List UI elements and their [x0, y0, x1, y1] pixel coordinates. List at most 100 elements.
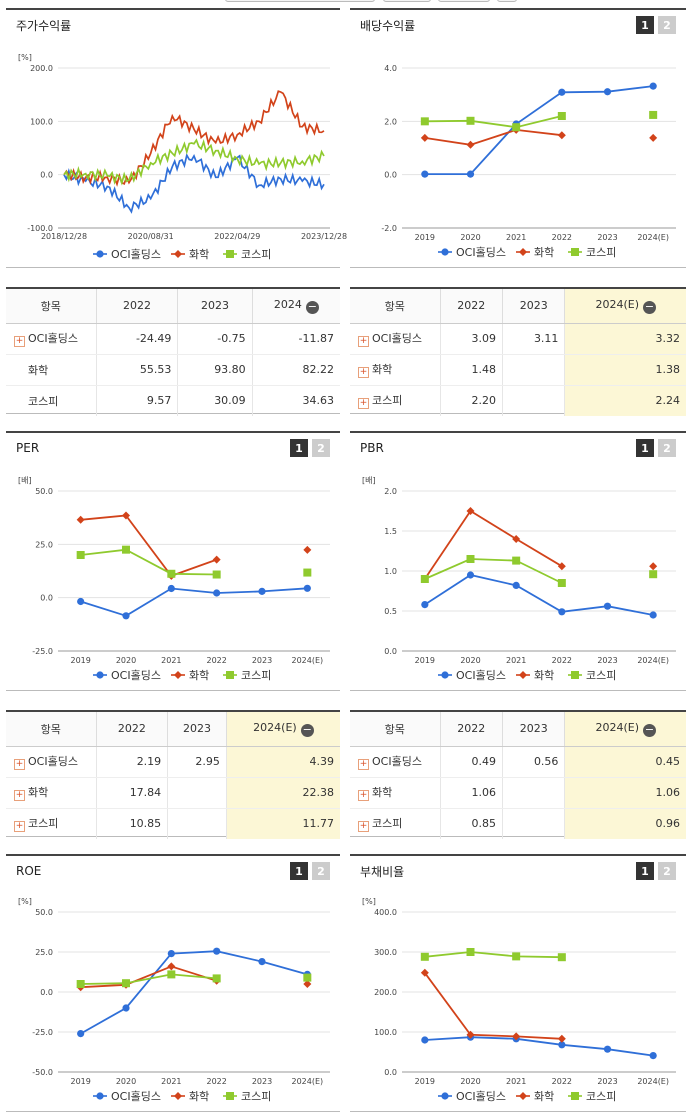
expand-icon[interactable]: + [14, 336, 25, 347]
data-point [557, 112, 566, 120]
series-line [424, 1036, 654, 1057]
expand-icon[interactable]: + [358, 367, 369, 378]
x-tick-label: 2019 [415, 233, 435, 242]
y-tick-label: 0.0 [40, 171, 53, 180]
stock-return-table: 항목 2022 2023 2024− + OCI홀딩스 -24.49 -0.75 -11.87 화… [6, 287, 340, 416]
x-tick-label: 2022 [552, 656, 572, 665]
data-point [649, 611, 657, 619]
data-point [174, 671, 182, 679]
tab-2[interactable]: 2 [312, 862, 330, 880]
y-tick-label: 0.0 [384, 1068, 397, 1077]
expand-icon[interactable]: + [358, 398, 369, 410]
unit-label: [배] [362, 476, 376, 485]
data-point [226, 1092, 234, 1100]
y-tick-label: 100.0 [374, 1028, 397, 1037]
table-header: 2023 [177, 289, 253, 324]
tab-2[interactable]: 2 [312, 439, 330, 457]
data-point [122, 612, 130, 620]
debt-chart: [%] 400.0 300.0 200.0 100.0 0.0 2019 2020 2021 20… [362, 897, 676, 1103]
top-control[interactable] [438, 0, 490, 2]
table-cell [501, 385, 565, 416]
y-tick-label: 300.0 [374, 948, 397, 957]
table-cell [501, 777, 565, 809]
expand-icon[interactable]: + [14, 790, 25, 801]
tab-1[interactable]: 1 [636, 439, 654, 457]
tab-1[interactable]: 1 [636, 862, 654, 880]
expand-icon[interactable]: + [358, 821, 369, 833]
legend-label: OCI홀딩스 [111, 1090, 161, 1103]
tab-2[interactable]: 2 [658, 439, 676, 457]
row-label[interactable]: + 화학 [350, 777, 440, 809]
row-label[interactable]: + 코스피 [14, 817, 59, 833]
expand-icon[interactable]: + [358, 336, 369, 347]
data-point [649, 133, 658, 142]
y-tick-label: 25.0 [35, 948, 53, 957]
data-point [167, 962, 176, 971]
y-tick-label: 0.0 [384, 647, 397, 656]
unit-label: [%] [362, 897, 376, 906]
legend-label: OCI홀딩스 [111, 669, 161, 682]
data-point [420, 117, 429, 126]
collapse-icon[interactable]: − [642, 722, 656, 737]
data-point [649, 82, 657, 90]
panel-title: 배당수익률 [360, 18, 416, 33]
tab-2[interactable]: 2 [658, 862, 676, 880]
row-label[interactable]: + 코스피 [358, 394, 403, 410]
series-line [80, 548, 217, 576]
x-tick-label: 2023/12/28 [301, 232, 347, 241]
data-point [603, 602, 612, 610]
table-cell: 0.96 [564, 808, 686, 839]
y-tick-label: 400.0 [374, 908, 397, 917]
table-header: 2024− [251, 289, 340, 324]
expand-icon[interactable]: + [358, 790, 369, 801]
data-point [226, 250, 234, 258]
x-tick-label: 2022/04/29 [214, 232, 260, 241]
row-label[interactable]: 화학 [6, 354, 96, 386]
series-line [424, 574, 654, 616]
row-label[interactable]: + OCI홀딩스 [6, 323, 96, 355]
data-point [420, 968, 429, 977]
tab-2[interactable]: 2 [658, 16, 676, 34]
row-label[interactable]: + 화학 [6, 777, 96, 809]
top-control[interactable] [497, 0, 517, 2]
collapse-icon[interactable]: − [642, 299, 656, 314]
row-label[interactable]: + OCI홀딩스 [350, 323, 440, 355]
row-label[interactable]: + OCI홀딩스 [6, 746, 96, 778]
row-label[interactable]: + OCI홀딩스 [350, 746, 440, 778]
data-point [466, 1030, 475, 1039]
table-cell: -0.75 [177, 323, 253, 355]
row-label[interactable]: 코스피 [28, 394, 59, 408]
x-tick-label: 2023 [252, 1077, 272, 1086]
legend-label: 코스피 [241, 1090, 271, 1103]
tab-1[interactable]: 1 [290, 439, 308, 457]
table-cell: 0.45 [564, 746, 686, 778]
tab-1[interactable]: 1 [636, 16, 654, 34]
data-point [557, 953, 566, 962]
table-header: 2023 [501, 289, 565, 324]
collapse-icon[interactable]: − [305, 299, 319, 314]
tab-1[interactable]: 1 [290, 862, 308, 880]
expand-icon[interactable]: + [14, 821, 25, 833]
dividend-chart: 4.0 2.0 0.0 -2.0 2019 2020 2021 2022 2023 2024(E)… [381, 64, 676, 259]
expand-icon[interactable]: + [358, 759, 369, 770]
top-control[interactable] [383, 0, 431, 2]
unit-label: [배] [18, 476, 32, 485]
data-point [213, 589, 221, 597]
data-point [258, 958, 266, 966]
expand-icon[interactable]: + [14, 759, 25, 770]
table-header: 2022 [95, 289, 178, 324]
top-control[interactable] [225, 0, 375, 2]
data-point [167, 950, 175, 958]
table-cell: 82.22 [251, 354, 340, 386]
unit-label: [%] [18, 53, 32, 62]
table-header: 2023 [167, 712, 227, 747]
data-point [649, 1052, 657, 1060]
collapse-icon[interactable]: − [300, 722, 314, 737]
data-point [557, 562, 566, 571]
legend-label: OCI홀딩스 [456, 246, 506, 259]
table-header: 2022 [95, 712, 168, 747]
row-label[interactable]: + 코스피 [358, 817, 403, 833]
row-label[interactable]: + 화학 [350, 354, 440, 386]
